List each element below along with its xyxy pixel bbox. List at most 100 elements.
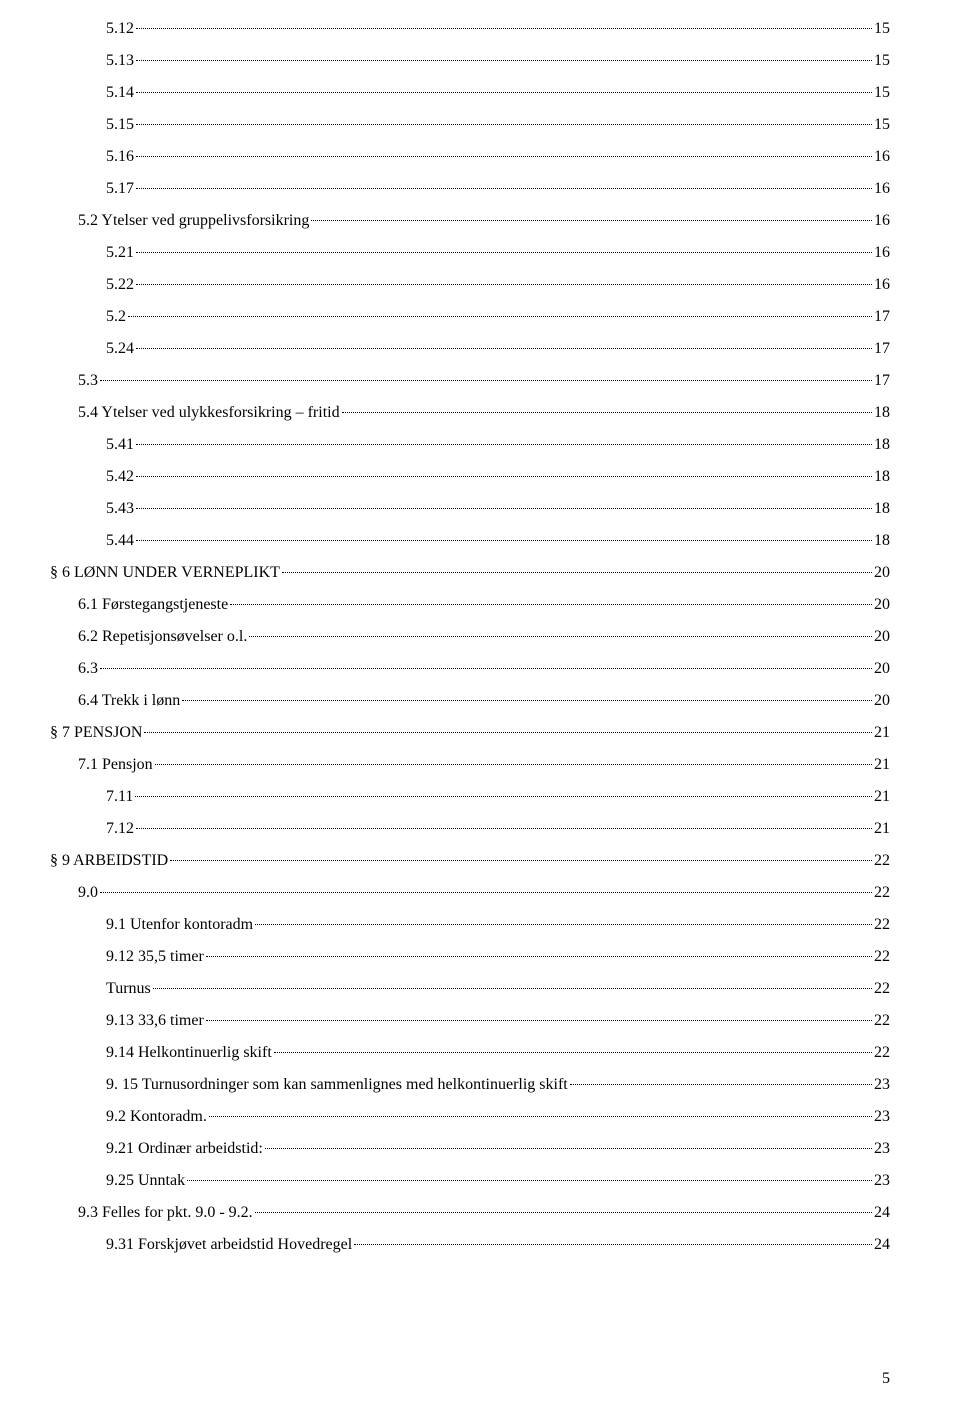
page-container: 5.12155.13155.14155.15155.16165.17165.2 … xyxy=(0,0,960,1418)
toc-entry: 5.2216 xyxy=(106,276,890,294)
toc-dots xyxy=(136,507,872,509)
toc-page: 20 xyxy=(874,596,890,614)
toc-dots xyxy=(182,699,872,701)
toc-label: 5.15 xyxy=(106,116,134,134)
toc-page: 15 xyxy=(874,20,890,38)
toc-entry: 5.2116 xyxy=(106,244,890,262)
toc-entry: 5.4 Ytelser ved ulykkesforsikring – frit… xyxy=(78,404,890,422)
toc-entry: 9.1 Utenfor kontoradm 22 xyxy=(106,916,890,934)
toc-entry: 6.1 Førstegangstjeneste20 xyxy=(78,596,890,614)
toc-entry: 5.24 17 xyxy=(106,340,890,358)
toc-entry: 5.14 15 xyxy=(106,84,890,102)
toc-label: 5.3 xyxy=(78,372,98,390)
toc-entry: 5.3 17 xyxy=(78,372,890,390)
toc-entry: 9.3 Felles for pkt. 9.0 - 9.2. 24 xyxy=(78,1204,890,1222)
page-number: 5 xyxy=(882,1370,890,1388)
toc-label: § 6 LØNN UNDER VERNEPLIKT xyxy=(50,564,280,582)
toc-page: 21 xyxy=(874,756,890,774)
toc-entry: 9.0 22 xyxy=(78,884,890,902)
toc-label: § 9 ARBEIDSTID xyxy=(50,852,168,870)
toc-label: 9. 15 Turnusordninger som kan sammenlign… xyxy=(106,1076,568,1094)
toc-label: 5.2 xyxy=(106,308,126,326)
toc-page: 16 xyxy=(874,180,890,198)
toc-entry: 6.320 xyxy=(78,660,890,678)
toc-page: 22 xyxy=(874,1044,890,1062)
toc-label: § 7 PENSJON xyxy=(50,724,142,742)
toc-entry: 5.12 15 xyxy=(106,20,890,38)
toc-page: 16 xyxy=(874,212,890,230)
toc-page: 17 xyxy=(874,372,890,390)
toc-label: 5.12 xyxy=(106,20,134,38)
toc-entry: Turnus22 xyxy=(106,980,890,998)
toc-dots xyxy=(282,571,872,573)
toc-label: 9.3 Felles for pkt. 9.0 - 9.2. xyxy=(78,1204,253,1222)
toc-label: 9.2 Kontoradm. xyxy=(106,1108,207,1126)
toc-dots xyxy=(136,187,872,189)
toc-entry: 9.25 Unntak23 xyxy=(106,1172,890,1190)
toc-label: 9.21 Ordinær arbeidstid: xyxy=(106,1140,263,1158)
toc-page: 22 xyxy=(874,980,890,998)
toc-dots xyxy=(136,123,872,125)
toc-label: 5.24 xyxy=(106,340,134,358)
toc-dots xyxy=(170,859,872,861)
toc-page: 15 xyxy=(874,52,890,70)
toc-page: 16 xyxy=(874,148,890,166)
toc-label: 5.14 xyxy=(106,84,134,102)
toc-label: 5.42 xyxy=(106,468,134,486)
toc-entry: § 6 LØNN UNDER VERNEPLIKT 20 xyxy=(50,564,890,582)
toc-label: 5.44 xyxy=(106,532,134,550)
toc-dots xyxy=(354,1243,872,1245)
toc-label: 5.22 xyxy=(106,276,134,294)
toc-entry: 9. 15 Turnusordninger som kan sammenlign… xyxy=(106,1076,890,1094)
toc-label: 5.2 Ytelser ved gruppelivsforsikring xyxy=(78,212,309,230)
toc-label: 9.0 xyxy=(78,884,98,902)
toc-entry: 9.2 Kontoradm. 23 xyxy=(106,1108,890,1126)
toc-entry: 5.2 Ytelser ved gruppelivsforsikring 16 xyxy=(78,212,890,230)
toc-dots xyxy=(136,283,872,285)
toc-entry: 5.1515 xyxy=(106,116,890,134)
toc-dots xyxy=(153,987,872,989)
toc-label: 9.1 Utenfor kontoradm xyxy=(106,916,253,934)
toc-dots xyxy=(311,219,872,221)
toc-dots xyxy=(136,827,872,829)
toc-page: 16 xyxy=(874,244,890,262)
toc-page: 15 xyxy=(874,84,890,102)
toc-page: 22 xyxy=(874,852,890,870)
toc-entry: 5.42 18 xyxy=(106,468,890,486)
toc-label: 7.12 xyxy=(106,820,134,838)
toc-page: 18 xyxy=(874,468,890,486)
toc-page: 18 xyxy=(874,532,890,550)
toc-entry: 7.1 Pensjon 21 xyxy=(78,756,890,774)
toc-label: 7.1 Pensjon xyxy=(78,756,153,774)
toc-page: 18 xyxy=(874,436,890,454)
toc-dots xyxy=(209,1115,872,1117)
toc-dots xyxy=(206,955,872,957)
toc-dots xyxy=(136,443,872,445)
toc-page: 22 xyxy=(874,884,890,902)
toc-dots xyxy=(135,795,872,797)
toc-label: 5.16 xyxy=(106,148,134,166)
toc-dots xyxy=(570,1083,872,1085)
toc-page: 24 xyxy=(874,1204,890,1222)
toc-page: 20 xyxy=(874,692,890,710)
toc-dots xyxy=(249,635,872,637)
toc-dots xyxy=(155,763,872,765)
toc-entry: 5.4118 xyxy=(106,436,890,454)
toc-dots xyxy=(255,1211,872,1213)
toc-page: 18 xyxy=(874,500,890,518)
toc-label: 9.13 33,6 timer xyxy=(106,1012,204,1030)
toc-dots xyxy=(255,923,872,925)
toc-dots xyxy=(144,731,872,733)
toc-page: 17 xyxy=(874,308,890,326)
toc-page: 20 xyxy=(874,628,890,646)
toc-page: 17 xyxy=(874,340,890,358)
toc-label: 9.12 35,5 timer xyxy=(106,948,204,966)
table-of-contents: 5.12155.13155.14155.15155.16165.17165.2 … xyxy=(50,20,890,1254)
toc-entry: 9.13 33,6 timer22 xyxy=(106,1012,890,1030)
toc-label: 6.3 xyxy=(78,660,98,678)
toc-entry: § 7 PENSJON 21 xyxy=(50,724,890,742)
toc-page: 22 xyxy=(874,916,890,934)
toc-entry: 5.44 18 xyxy=(106,532,890,550)
toc-page: 23 xyxy=(874,1108,890,1126)
toc-dots xyxy=(136,59,872,61)
